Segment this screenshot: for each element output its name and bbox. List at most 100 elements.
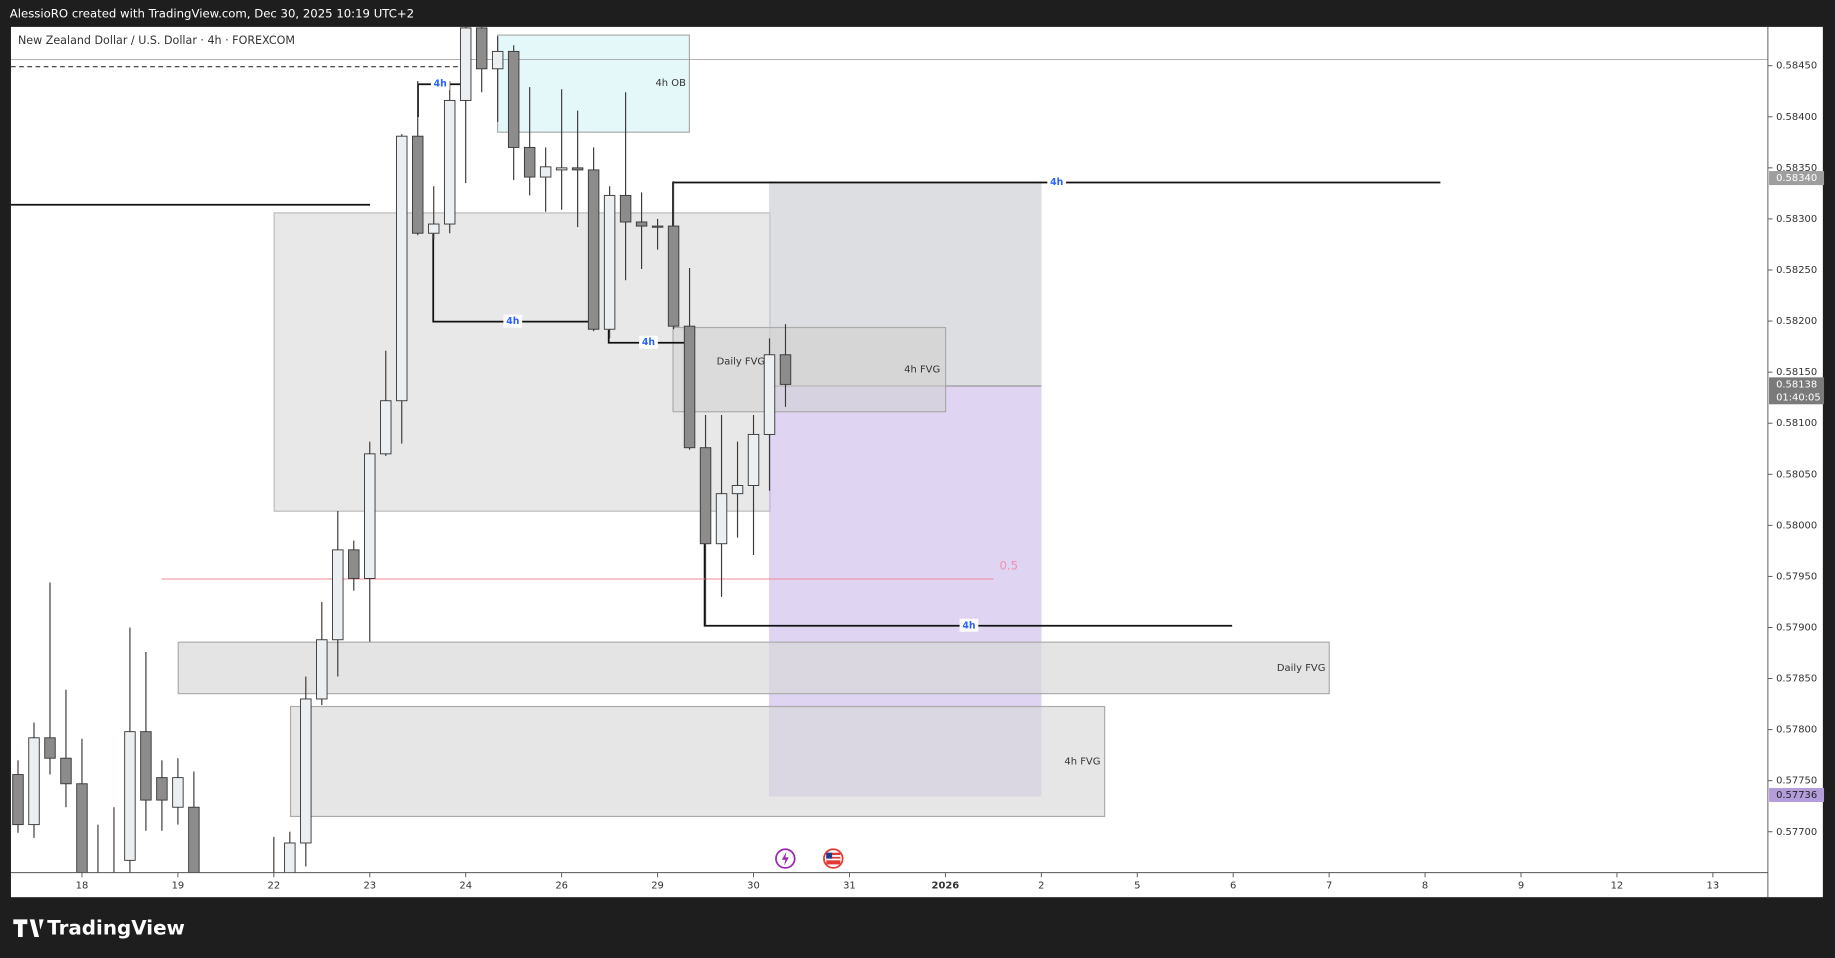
candle-body [683, 325, 696, 449]
fvg-box [177, 641, 1330, 695]
annotation: 4h FVG [904, 365, 940, 376]
candle-body [156, 777, 168, 801]
candle-body [60, 757, 72, 785]
x-tick-label: 22 [268, 880, 281, 891]
candle-body [188, 806, 200, 873]
candle-body [412, 135, 424, 234]
candle-body [763, 354, 776, 435]
candle-body [699, 447, 712, 545]
candle-body [731, 485, 744, 495]
candle-body [124, 731, 136, 861]
y-tick-label: 0.58200 [1776, 316, 1817, 327]
candle-body [443, 99, 456, 225]
candle-body [747, 433, 760, 486]
level-line [607, 329, 690, 344]
candle-body [635, 221, 648, 227]
label-bg [639, 335, 658, 349]
countdown: 01:40:05 [1776, 392, 1821, 403]
candle-body [603, 194, 616, 330]
candle-body [651, 225, 664, 228]
y-tick-label: 0.58400 [1776, 112, 1817, 123]
brand-name: TradingView [47, 916, 185, 939]
candle-body [140, 731, 152, 801]
y-tick-label: 0.58450 [1776, 61, 1817, 72]
y-tick-label: 0.57800 [1776, 725, 1817, 736]
candle-body [587, 169, 600, 330]
price-marker-label: 0.58138 [1776, 379, 1817, 390]
label-bg [503, 314, 523, 328]
x-tick-label: 5 [1134, 880, 1140, 891]
candle-body [491, 50, 504, 70]
event-icon [826, 858, 841, 861]
candle-body [332, 549, 344, 641]
candle-body [427, 223, 440, 234]
price-marker [1769, 171, 1825, 186]
price-marker [1769, 377, 1825, 405]
x-tick-label: 12 [1611, 880, 1624, 891]
annotation: 4h [506, 316, 519, 327]
candle-body [507, 50, 520, 148]
candle-body [300, 698, 312, 844]
candle-body [475, 27, 488, 70]
label-bg [959, 618, 979, 632]
y-tick-label: 0.58350 [1776, 163, 1817, 174]
price-marker [1769, 787, 1825, 803]
x-tick-label: 26 [555, 880, 568, 891]
annotation: Daily FVG [717, 356, 766, 367]
candle-body [380, 400, 392, 455]
label-bg [1047, 175, 1067, 189]
axes: 0.584500.584000.583500.583000.582500.582… [76, 61, 1825, 891]
x-tick-label: 31 [843, 880, 856, 891]
annotation: Daily FVG [1277, 663, 1326, 674]
y-tick-label: 0.58250 [1776, 265, 1817, 276]
symbol-title: New Zealand Dollar / U.S. Dollar · 4h · … [18, 34, 295, 47]
drawings [10, 34, 1768, 818]
candle-body [44, 737, 56, 759]
y-tick-label: 0.58150 [1776, 367, 1817, 378]
candle-body [555, 167, 568, 171]
candle-body [459, 27, 472, 101]
candle-body [396, 135, 408, 402]
event-icon [826, 855, 841, 857]
annotation: 4h OB [655, 78, 686, 89]
candle-body [571, 167, 584, 171]
x-tick-label: 29 [651, 880, 664, 891]
y-tick-label: 0.57700 [1776, 827, 1817, 838]
candle-body [523, 146, 536, 178]
y-tick-label: 0.58100 [1776, 418, 1817, 429]
x-tick-label: 30 [747, 880, 760, 891]
annotation: 4h [642, 337, 655, 348]
y-tick-label: 0.57900 [1776, 622, 1817, 633]
event-icon [781, 851, 789, 866]
y-tick-label: 0.57850 [1776, 674, 1817, 685]
credit: AlessioRO created with TradingView.com, … [10, 7, 414, 21]
level-line [432, 233, 594, 323]
annotation: 4h [1050, 177, 1063, 188]
brand: TradingView [13, 916, 185, 939]
x-tick-label: 13 [1707, 880, 1720, 891]
candle-body [667, 225, 680, 327]
x-tick-label: 2026 [932, 880, 960, 891]
brand-logo [13, 919, 44, 937]
x-tick-label: 19 [172, 880, 185, 891]
candle-body [619, 194, 632, 223]
x-tick-label: 23 [363, 880, 376, 891]
x-tick-label: 6 [1230, 880, 1236, 891]
y-tick-label: 0.57750 [1776, 776, 1817, 787]
x-tick-label: 9 [1518, 880, 1524, 891]
candle-body [364, 453, 376, 579]
level-line [703, 543, 1233, 627]
annotation: 4h [434, 79, 447, 90]
y-tick-label: 0.58050 [1776, 469, 1817, 480]
candle-body [76, 783, 88, 873]
event-icon [826, 852, 833, 859]
fvg-box [672, 326, 947, 413]
label-bg [430, 77, 450, 91]
candle-body [348, 549, 360, 579]
price-marker-label: 0.58340 [1776, 173, 1817, 184]
x-tick-label: 18 [76, 880, 89, 891]
x-tick-label: 24 [459, 880, 472, 891]
event-icons [775, 848, 844, 869]
candles [12, 26, 792, 873]
